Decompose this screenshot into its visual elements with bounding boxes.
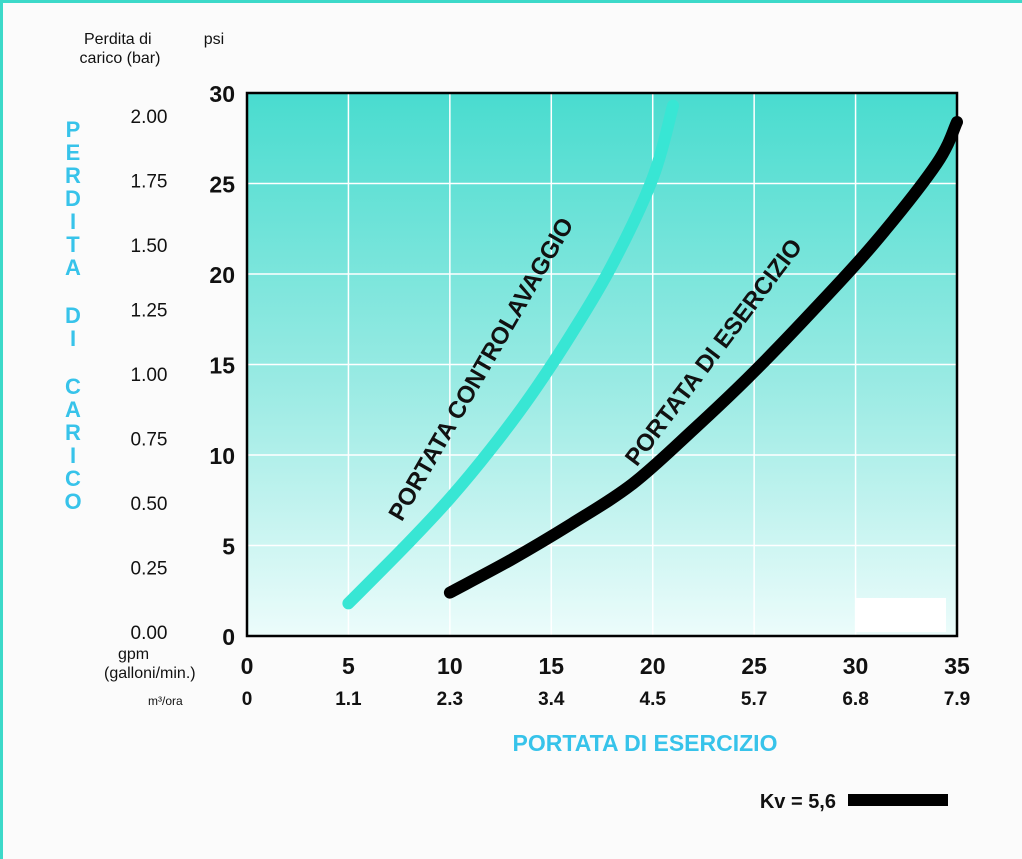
psi-tick-label: 25 bbox=[209, 172, 235, 198]
vertical-title-letter: D bbox=[65, 303, 81, 328]
vertical-title-letter: E bbox=[66, 140, 81, 165]
bar-tick-label: 0.50 bbox=[131, 494, 168, 515]
vertical-title-letter: A bbox=[65, 397, 81, 422]
m3-tick-label: 1.1 bbox=[335, 689, 362, 710]
legend-swatch bbox=[848, 794, 948, 806]
bar-axis-ticks: 0.00 0.25 0.50 0.75 1.00 1.25 1.50 1.75 2.00 bbox=[131, 107, 168, 644]
m3-axis-label: m³/ora bbox=[148, 694, 183, 708]
gpm-tick-label: 35 bbox=[944, 653, 970, 679]
gpm-tick-label: 10 bbox=[437, 653, 463, 679]
bar-tick-label: 1.00 bbox=[131, 365, 168, 386]
bar-tick-label: 1.75 bbox=[131, 172, 168, 193]
vertical-title-letter: I bbox=[70, 209, 76, 234]
gpm-tick-label: 20 bbox=[640, 653, 666, 679]
m3-tick-label: 7.9 bbox=[944, 689, 970, 710]
psi-tick-label: 0 bbox=[222, 624, 235, 650]
plot-border bbox=[245, 91, 959, 638]
psi-axis-header: psi bbox=[204, 31, 224, 48]
gpm-axis-ticks: 0 5 10 15 20 25 30 35 bbox=[241, 653, 970, 679]
m3-tick-label: 6.8 bbox=[842, 689, 868, 710]
bar-tick-label: 1.25 bbox=[131, 301, 168, 322]
vertical-title-letter: T bbox=[66, 232, 80, 257]
vertical-title-letter: O bbox=[64, 489, 81, 514]
psi-tick-label: 5 bbox=[222, 534, 235, 560]
vertical-title-letter: I bbox=[70, 443, 76, 468]
vertical-title-letter: R bbox=[65, 163, 81, 188]
psi-tick-label: 10 bbox=[209, 443, 235, 469]
psi-axis-ticks: 0 5 10 15 20 25 30 bbox=[209, 81, 235, 650]
bar-tick-label: 1.50 bbox=[131, 236, 168, 257]
gpm-axis-label: gpm (galloni/min.) bbox=[104, 646, 196, 682]
series-line-controlavaggio bbox=[342, 99, 679, 610]
m3-axis-ticks: 0 1.1 2.3 3.4 4.5 5.7 6.8 7.9 bbox=[242, 689, 971, 710]
legend-label: Kv = 5,6 bbox=[760, 791, 836, 813]
m3-tick-label: 2.3 bbox=[437, 689, 463, 710]
series-layer bbox=[342, 99, 963, 610]
m3-tick-label: 5.7 bbox=[741, 689, 767, 710]
m3-tick-label: 4.5 bbox=[640, 689, 667, 710]
psi-tick-label: 15 bbox=[209, 353, 235, 379]
bar-tick-label: 2.00 bbox=[131, 107, 168, 128]
series-line-esercizio bbox=[443, 116, 963, 599]
gpm-tick-label: 25 bbox=[741, 653, 767, 679]
gpm-tick-label: 5 bbox=[342, 653, 355, 679]
bar-tick-label: 0.25 bbox=[131, 559, 168, 580]
vertical-title-letter: P bbox=[66, 117, 81, 142]
m3-tick-label: 0 bbox=[242, 689, 253, 710]
x-axis-title: PORTATA DI ESERCIZIO bbox=[513, 730, 778, 756]
gpm-tick-label: 15 bbox=[538, 653, 564, 679]
bar-axis-header: Perdita di carico (bar) bbox=[80, 31, 161, 67]
white-patch bbox=[856, 598, 946, 632]
m3-tick-label: 3.4 bbox=[538, 689, 565, 710]
psi-tick-label: 20 bbox=[209, 262, 235, 288]
psi-tick-label: 30 bbox=[209, 81, 235, 107]
vertical-title-letter: R bbox=[65, 420, 81, 445]
vertical-title-letter: C bbox=[65, 374, 81, 399]
gpm-tick-label: 0 bbox=[241, 653, 254, 679]
vertical-title-letter: A bbox=[65, 255, 81, 280]
vertical-title-letter: C bbox=[65, 466, 81, 491]
bar-tick-label: 0.75 bbox=[131, 430, 168, 451]
bar-tick-label: 0.00 bbox=[131, 623, 168, 644]
vertical-title-letter: D bbox=[65, 186, 81, 211]
gpm-tick-label: 30 bbox=[843, 653, 869, 679]
vertical-title-letter: I bbox=[70, 326, 76, 351]
